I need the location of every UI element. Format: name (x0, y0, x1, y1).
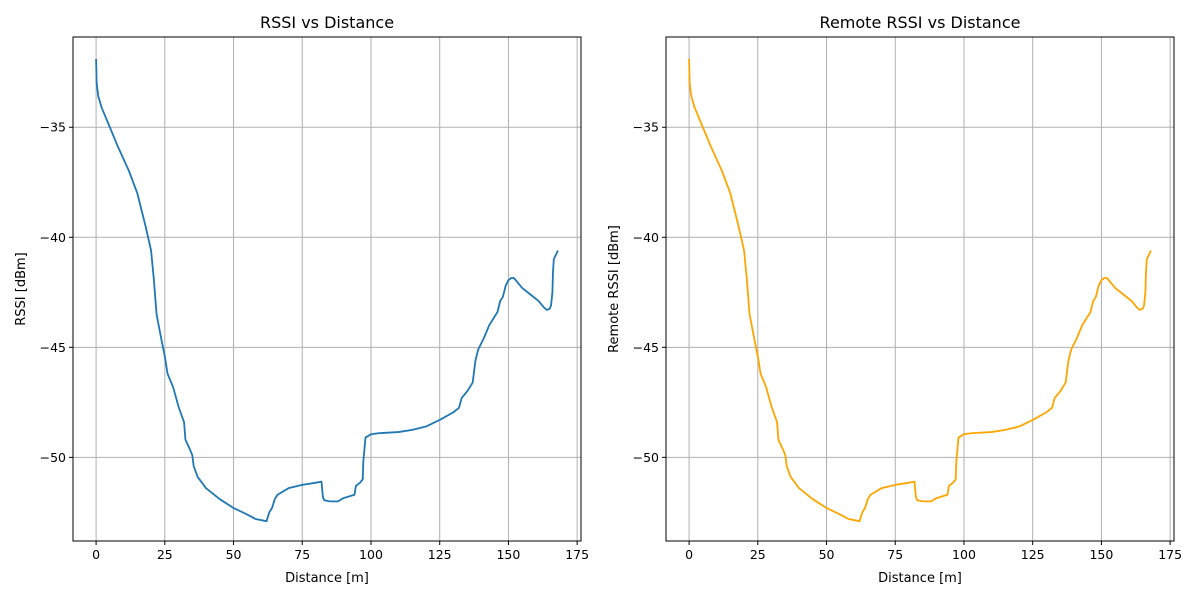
chart-title: RSSI vs Distance (260, 13, 394, 32)
x-tick-label: 175 (1158, 547, 1182, 562)
x-axis-label: Distance [m] (878, 571, 962, 586)
axes-frame (72, 36, 582, 542)
plot-area: 0 25 50 75 100 125 150 175 −50 −45 −40 −35 (40, 36, 589, 562)
y-tick-label: −35 (40, 120, 66, 135)
x-axis-label: Distance [m] (285, 571, 369, 586)
x-tick-label: 150 (1089, 547, 1113, 562)
x-tick-label: 100 (952, 547, 976, 562)
y-axis-label: Remote RSSI [dBm] (607, 225, 622, 353)
y-tick-label: −40 (40, 230, 66, 245)
series-line (688, 58, 1152, 523)
x-tick-label: 25 (157, 547, 173, 562)
x-tick-label: 0 (685, 547, 693, 562)
y-tick-label: −45 (633, 340, 659, 355)
x-tick-label: 0 (92, 547, 100, 562)
remote-rssi-chart-panel: Remote RSSI vs Distance Distance [m] Rem… (607, 13, 1182, 586)
x-tick-label: 125 (1021, 547, 1045, 562)
x-tick-label: 75 (294, 547, 310, 562)
x-tick-label: 175 (565, 547, 589, 562)
x-tick-label: 150 (496, 547, 520, 562)
y-tick-label: −50 (633, 450, 659, 465)
chart-title: Remote RSSI vs Distance (820, 13, 1021, 32)
x-tick-label: 75 (887, 547, 903, 562)
rssi-chart-panel: RSSI vs Distance Distance [m] RSSI [dBm]… (14, 13, 589, 586)
axes-frame (665, 36, 1175, 542)
x-tick-label: 50 (819, 547, 835, 562)
plot-area: 0 25 50 75 100 125 150 175 −50 −45 −40 −35 (633, 36, 1182, 562)
x-tick-label: 125 (428, 547, 452, 562)
series-line (95, 58, 559, 523)
x-tick-label: 50 (226, 547, 242, 562)
x-tick-label: 25 (750, 547, 766, 562)
y-tick-label: −50 (40, 450, 66, 465)
y-axis-label: RSSI [dBm] (14, 252, 29, 325)
y-tick-label: −45 (40, 340, 66, 355)
x-tick-label: 100 (359, 547, 383, 562)
y-tick-label: −40 (633, 230, 659, 245)
y-tick-label: −35 (633, 120, 659, 135)
